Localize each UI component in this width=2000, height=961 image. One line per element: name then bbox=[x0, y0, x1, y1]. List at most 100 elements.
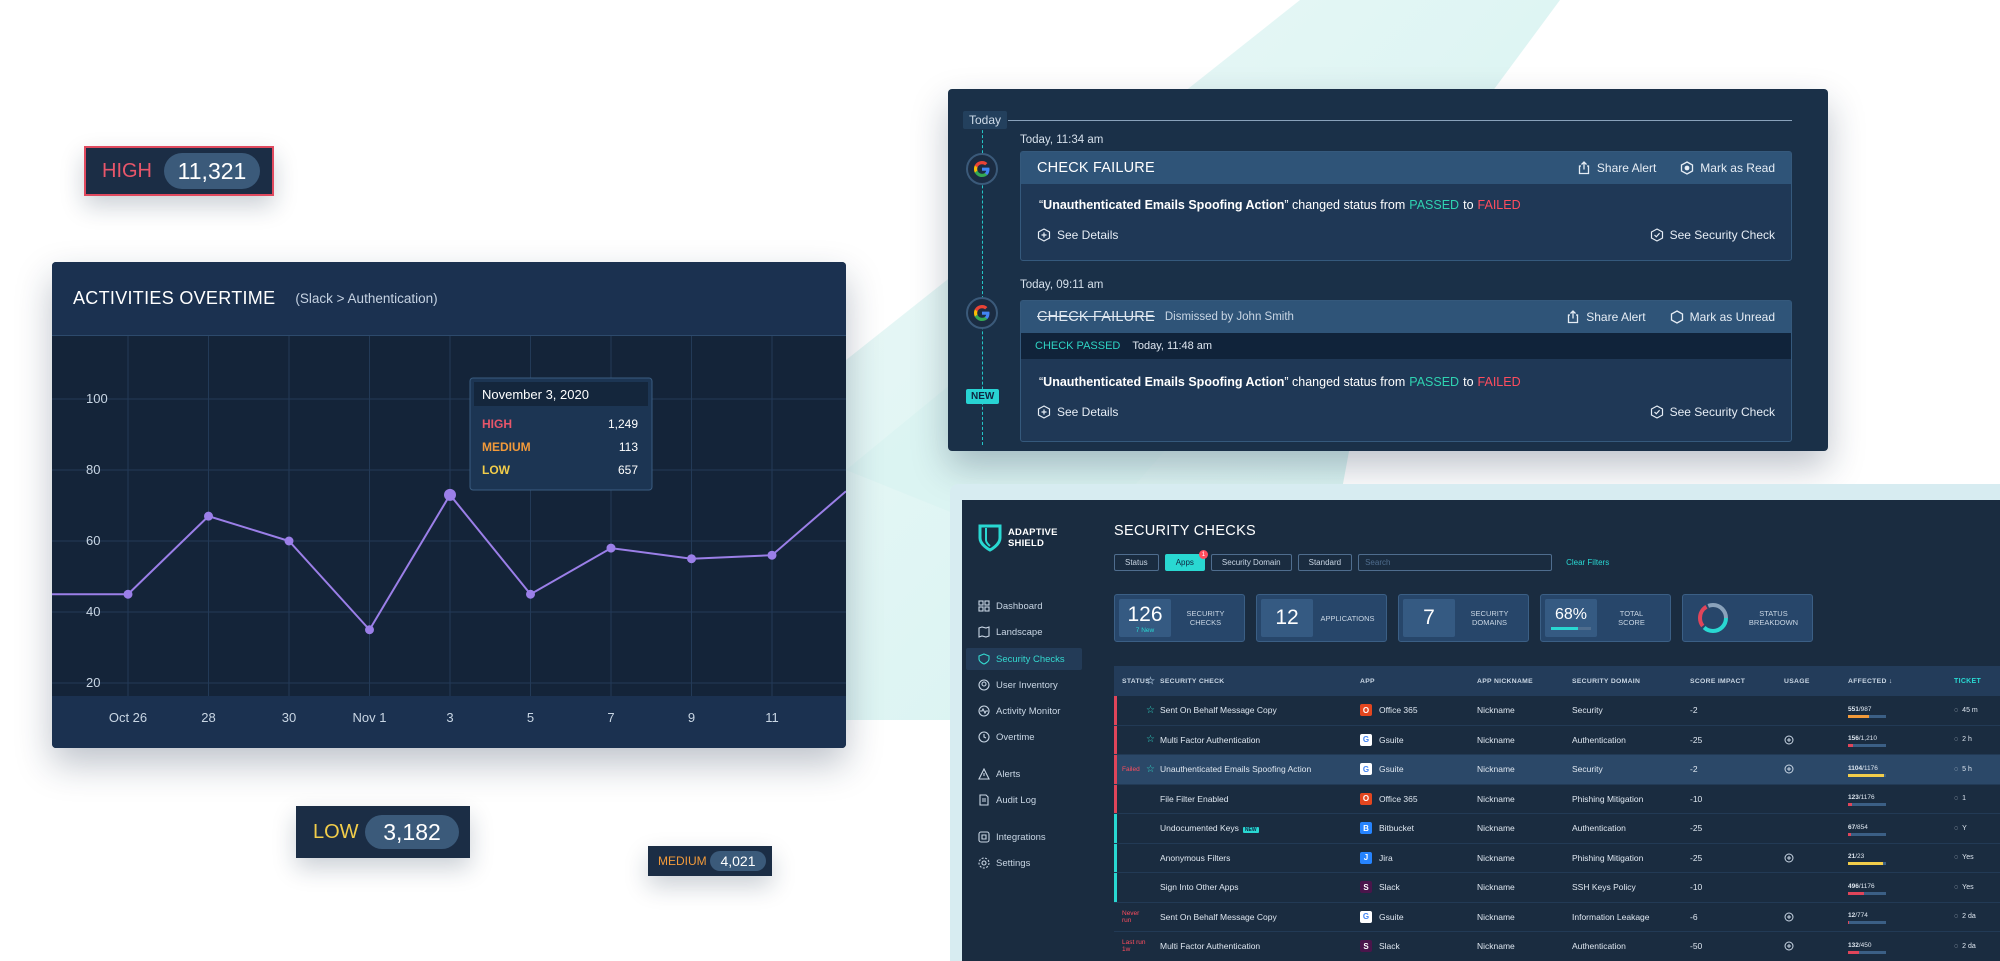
severity-marker bbox=[1114, 784, 1117, 813]
x-tick-label: 9 bbox=[688, 710, 695, 725]
data-point[interactable] bbox=[767, 550, 777, 560]
col-usage[interactable]: USAGE bbox=[1784, 677, 1810, 685]
table-row[interactable]: Never run Sent On Behalf Message Copy G Gsu… bbox=[1114, 903, 2000, 932]
filter-bar: Status Apps 1 Security Domain Standard Se… bbox=[1114, 550, 1610, 571]
stat-card-security-checks[interactable]: 126 7 New SECURITY CHECKS bbox=[1114, 594, 1245, 642]
sidebar-item-label: Dashboard bbox=[996, 600, 1043, 612]
stat-value-box: 68% bbox=[1545, 599, 1597, 637]
stat-label-line: SCORE bbox=[1618, 618, 1645, 627]
search-input[interactable]: Search bbox=[1358, 554, 1553, 571]
row-domain: Phishing Mitigation bbox=[1572, 852, 1644, 863]
x-tick-label: 11 bbox=[765, 710, 779, 725]
col-status[interactable]: STATUS bbox=[1122, 677, 1150, 685]
donut-box bbox=[1687, 599, 1739, 637]
stat-card-total-score[interactable]: 68% TOTAL SCORE bbox=[1540, 594, 1671, 642]
badge-label: MEDIUM bbox=[658, 854, 707, 868]
sidebar-item-overtime[interactable]: Overtime bbox=[978, 729, 1035, 745]
share-alert-button[interactable]: Share Alert bbox=[1577, 161, 1656, 175]
table-row[interactable]: Failed ☆ Unauthenticated Emails Spoofing A… bbox=[1114, 755, 2000, 785]
data-point[interactable] bbox=[123, 589, 133, 599]
map-icon bbox=[978, 626, 990, 638]
data-point[interactable] bbox=[687, 554, 696, 564]
table-row[interactable]: File Filter Enabled O Office 365 Nickname Ph… bbox=[1114, 784, 2000, 814]
row-usage bbox=[1784, 764, 1848, 774]
see-details-link[interactable]: See Details bbox=[1037, 405, 1118, 419]
activities-chart-card: ACTIVITIES OVERTIME (Slack > Authenticat… bbox=[52, 262, 846, 748]
affected-bar-fill bbox=[1848, 891, 1864, 895]
row-app: J Jira bbox=[1360, 851, 1477, 864]
alert-card[interactable]: CHECK FAILURE Dismissed by John Smith Sh… bbox=[1020, 300, 1792, 442]
app-name: Gsuite bbox=[1379, 764, 1404, 775]
sidebar-item-integrations[interactable]: Integrations bbox=[978, 829, 1046, 845]
app-logo-icon: O bbox=[1360, 792, 1372, 805]
star-icon[interactable]: ☆ bbox=[1146, 675, 1156, 687]
affected-count: 156 bbox=[1848, 735, 1859, 743]
mark-as-read-button[interactable]: Mark as Read bbox=[1680, 161, 1775, 175]
table-row[interactable]: Sign Into Other Apps S Slack Nickname SSH Ke… bbox=[1114, 873, 2000, 903]
col-app[interactable]: APP bbox=[1360, 677, 1375, 685]
row-usage bbox=[1784, 735, 1848, 745]
app-name: Office 365 bbox=[1379, 705, 1418, 716]
col-security-check[interactable]: SECURITY CHECK bbox=[1160, 677, 1225, 685]
data-point[interactable] bbox=[606, 543, 616, 553]
sidebar-item-alerts[interactable]: Alerts bbox=[978, 766, 1020, 782]
affected-total: /854 bbox=[1855, 823, 1868, 831]
clear-filters-link[interactable]: Clear Filters bbox=[1566, 558, 1610, 567]
message-to: to bbox=[1463, 198, 1474, 212]
sidebar-item-label: Activity Monitor bbox=[996, 705, 1061, 717]
data-point-selected[interactable] bbox=[444, 488, 456, 501]
row-affected: 21/23 bbox=[1848, 850, 1954, 866]
affected-total: /450 bbox=[1858, 941, 1872, 949]
filter-standard-button[interactable]: Standard bbox=[1297, 554, 1353, 571]
see-security-check-link[interactable]: See Security Check bbox=[1650, 405, 1775, 419]
data-point[interactable] bbox=[365, 625, 374, 635]
table-row[interactable]: Last run 1w Multi Factor Authentication S S… bbox=[1114, 932, 2000, 961]
table-row[interactable]: Anonymous Filters J Jira Nickname Phishing M… bbox=[1114, 843, 2000, 873]
star-icon[interactable]: ☆ bbox=[1146, 734, 1155, 746]
row-check-name: Multi Factor Authentication bbox=[1160, 735, 1360, 745]
row-app: O Office 365 bbox=[1360, 792, 1477, 805]
check-name: Unauthenticated Emails Spoofing Action bbox=[1043, 198, 1285, 212]
line-chart[interactable]: 20 40 60 80 100 Oct 26 28 30 Nov 1 3 5 7 9 11 November… bbox=[52, 336, 846, 748]
data-point[interactable] bbox=[526, 589, 535, 599]
sidebar-item-dashboard[interactable]: Dashboard bbox=[978, 598, 1042, 614]
tooltip-value: 1,249 bbox=[608, 417, 638, 431]
sidebar-item-landscape[interactable]: Landscape bbox=[978, 624, 1042, 640]
see-details-link[interactable]: See Details bbox=[1037, 228, 1118, 242]
col-security-domain[interactable]: SECURITY DOMAIN bbox=[1572, 677, 1641, 685]
main-content: SECURITY CHECKS Status Apps 1 Security Do… bbox=[1090, 500, 2000, 961]
star-icon[interactable]: ☆ bbox=[1146, 763, 1155, 775]
stat-card-security-domains[interactable]: 7 SECURITY DOMAINS bbox=[1398, 594, 1529, 642]
col-nickname[interactable]: APP NICKNAME bbox=[1477, 677, 1533, 685]
logo-line: SHIELD bbox=[1008, 538, 1045, 549]
share-icon bbox=[1568, 310, 1579, 324]
adaptive-shield-logo[interactable]: ADAPTIVE SHIELD bbox=[978, 524, 1058, 552]
share-alert-button[interactable]: Share Alert bbox=[1566, 310, 1646, 324]
sidebar-item-security-checks[interactable]: Security Checks bbox=[966, 648, 1082, 670]
stat-card-applications[interactable]: 12 APPLICATIONS bbox=[1256, 594, 1387, 642]
sidebar-item-audit-log[interactable]: Audit Log bbox=[978, 792, 1036, 808]
sidebar-item-user-inventory[interactable]: User Inventory bbox=[978, 677, 1058, 693]
severity-marker bbox=[1114, 873, 1117, 902]
affected-bar bbox=[1848, 714, 1886, 718]
table-row[interactable]: Undocumented Keys NEW B Bitbucket Nickname Au… bbox=[1114, 814, 2000, 844]
row-check-name: Undocumented Keys NEW bbox=[1160, 823, 1360, 834]
filter-domain-button[interactable]: Security Domain bbox=[1210, 554, 1292, 571]
see-security-check-link[interactable]: See Security Check bbox=[1650, 228, 1775, 242]
filter-status-button[interactable]: Status bbox=[1114, 554, 1159, 571]
sidebar-item-settings[interactable]: Settings bbox=[978, 855, 1030, 871]
stat-card-status-breakdown[interactable]: STATUS BREAKDOWN bbox=[1682, 594, 1813, 642]
data-point[interactable] bbox=[284, 536, 294, 546]
table-row[interactable]: ☆ Multi Factor Authentication G Gsuite Nickn… bbox=[1114, 725, 2000, 755]
filter-apps-button[interactable]: Apps 1 bbox=[1164, 550, 1208, 571]
col-ticket[interactable]: TICKET bbox=[1954, 677, 1982, 685]
sidebar-item-activity-monitor[interactable]: Activity Monitor bbox=[978, 703, 1060, 719]
table-row[interactable]: ☆ Sent On Behalf Message Copy O Office 365 N… bbox=[1114, 696, 2000, 726]
alert-card[interactable]: CHECK FAILURE Share Alert Mark as Read “… bbox=[1020, 151, 1792, 261]
col-score-impact[interactable]: SCORE IMPACT bbox=[1690, 677, 1746, 685]
col-affected[interactable]: AFFECTED ↓ bbox=[1848, 677, 1893, 685]
star-icon[interactable]: ☆ bbox=[1146, 704, 1155, 716]
data-point[interactable] bbox=[204, 511, 213, 521]
app-logo-icon: G bbox=[1360, 733, 1372, 746]
mark-as-unread-button[interactable]: Mark as Unread bbox=[1670, 310, 1775, 324]
